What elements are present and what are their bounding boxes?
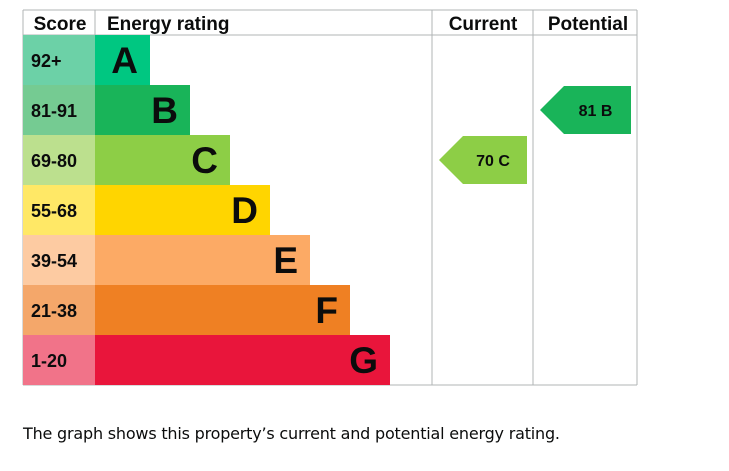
score-label-d: 55-68 [31,201,77,221]
score-label-f: 21-38 [31,301,77,321]
score-label-a: 92+ [31,51,62,71]
rating-markers: 70 C 81 B [439,86,631,184]
band-letter-c: C [191,140,218,181]
band-bar-e [95,235,310,285]
band-bar-b [95,85,190,135]
current-rating-arrow [439,136,527,184]
band-bar-f [95,285,350,335]
current-rating-label: 70 C [476,153,510,170]
band-letter-g: G [349,340,378,381]
band-letter-f: F [315,290,338,331]
rating-bands: 92+ A 81-91 B 69-80 C 55-68 D 39-54 E 21-38 F 1-20 G [23,35,390,385]
chart-caption: The graph shows this property’s current … [23,424,560,443]
band-bar-a [95,35,150,85]
score-cell-g [23,335,95,385]
score-cell-d [23,185,95,235]
band-bar-g [95,335,390,385]
potential-rating-arrow [540,86,631,134]
score-label-e: 39-54 [31,251,77,271]
score-cell-a [23,35,95,85]
score-cell-e [23,235,95,285]
potential-rating-label: 81 B [579,103,613,120]
score-cell-b [23,85,95,135]
band-letter-d: D [231,190,258,231]
score-label-b: 81-91 [31,101,77,121]
header-current: Current [449,14,518,35]
band-letter-a: A [111,40,138,81]
score-label-g: 1-20 [31,351,67,371]
header-potential: Potential [548,14,628,35]
band-letter-e: E [273,240,298,281]
energy-rating-chart: Score Energy rating Current Potential 92… [22,9,638,386]
band-bar-c [95,135,230,185]
score-cell-f [23,285,95,335]
band-bar-d [95,185,270,235]
header-score: Score [34,14,87,35]
band-letter-b: B [151,90,178,131]
score-cell-c [23,135,95,185]
header-energy-rating: Energy rating [107,14,229,35]
score-label-c: 69-80 [31,151,77,171]
